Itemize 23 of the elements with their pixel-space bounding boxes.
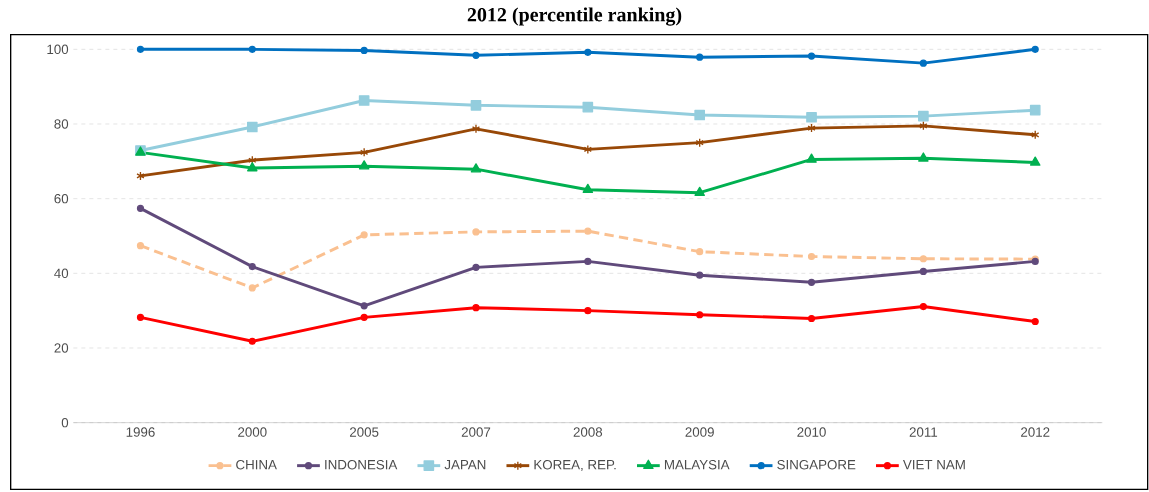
y-tick-label: 100 [47, 44, 69, 55]
x-tick-label: 2007 [461, 427, 491, 437]
x-tick-label: 1996 [126, 427, 155, 437]
x-tick-label: 2010 [797, 427, 826, 437]
legend-label: SINGAPORE [777, 459, 856, 470]
x-tick-label: 2008 [573, 427, 603, 437]
y-tick-label: 20 [54, 343, 69, 353]
chart-title: 2012 (percentile ranking) [467, 7, 682, 26]
x-tick-label: 2012 [1021, 427, 1050, 437]
x-tick-label: 2011 [909, 427, 938, 437]
legend-label: CHINA [236, 459, 277, 470]
y-tick-label: 80 [54, 119, 69, 129]
legend-label: MALAYSIA [664, 459, 730, 470]
y-tick-label: 40 [54, 268, 69, 279]
legend-label: JAPAN [444, 460, 486, 470]
y-tick-label: 0 [61, 417, 69, 428]
legend-label: INDONESIA [325, 459, 398, 470]
x-tick-label: 2000 [238, 427, 267, 437]
y-tick-label: 60 [54, 193, 69, 204]
legend-label: KOREA, REP. [534, 459, 616, 472]
legend-label: VIET NAM [902, 460, 965, 470]
x-tick-label: 2009 [685, 427, 714, 437]
x-tick-label: 2005 [349, 427, 379, 437]
